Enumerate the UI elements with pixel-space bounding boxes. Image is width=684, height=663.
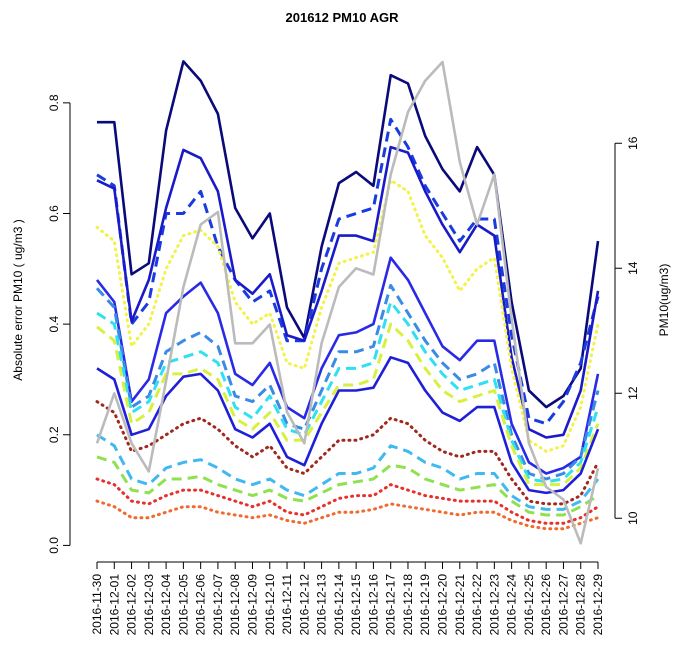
y2-axis-label: PM10(ug/m3) [657, 264, 671, 337]
x-tick-label: 2016-12-10 [263, 574, 277, 636]
series-line [96, 145, 600, 439]
x-tick-label: 2016-12-13 [315, 574, 329, 636]
x-tick-label: 2016-12-15 [349, 574, 363, 636]
x-tick-label: 2016-12-16 [366, 574, 380, 636]
x-tick-label: 2016-12-08 [228, 574, 242, 636]
x-tick-label: 2016-12-25 [522, 574, 536, 636]
x-tick-label: 2016-12-11 [280, 574, 294, 635]
x-tick-label: 2016-12-09 [245, 574, 259, 636]
x-tick-label: 2016-12-14 [332, 574, 346, 636]
y-tick-label: 0.8 [47, 94, 61, 111]
x-tick-label: 2016-12-17 [384, 574, 398, 636]
x-tick-label: 2016-12-12 [297, 574, 311, 636]
y-axis-label: Absolute error PM10 ( ug/m3 ) [11, 219, 25, 380]
y2-tick-label: 16 [626, 136, 640, 150]
x-tick-label: 2016-12-19 [418, 574, 432, 636]
series-line [95, 477, 600, 525]
y-tick-label: 0.6 [47, 205, 61, 222]
x-tick-label: 2016-12-29 [591, 574, 605, 636]
x-tick-label: 2016-12-20 [436, 574, 450, 636]
series-line [95, 178, 600, 453]
series-line [96, 300, 600, 484]
y2-tick-label: 12 [626, 386, 640, 400]
x-tick-label: 2016-12-21 [453, 574, 467, 636]
x-tick-label: 2016-11-30 [90, 574, 104, 635]
series-line [95, 283, 600, 481]
series-line [95, 400, 600, 506]
y-tick-label: 0.4 [47, 315, 61, 332]
x-tick-label: 2016-12-18 [401, 574, 415, 636]
x-tick-label: 2016-12-01 [107, 574, 121, 636]
x-tick-label: 2016-12-06 [194, 574, 208, 636]
x-tick-label: 2016-12-03 [142, 574, 156, 636]
x-tick-label: 2016-12-07 [211, 574, 225, 636]
series-line [96, 433, 600, 511]
series-line [96, 455, 599, 517]
x-tick-label: 2016-12-22 [470, 574, 484, 636]
series-line [96, 356, 600, 495]
series-line [95, 499, 600, 531]
x-tick-label: 2016-12-05 [176, 574, 190, 636]
x-tick-label: 2016-12-04 [159, 574, 173, 636]
series-line [96, 117, 600, 426]
y-tick-label: 0.0 [47, 537, 61, 554]
series-line [97, 60, 600, 409]
series-line [95, 60, 600, 545]
x-tick-label: 2016-12-28 [574, 574, 588, 636]
chart-title: 201612 PM10 AGR [286, 10, 400, 25]
x-tick-label: 2016-12-02 [125, 574, 139, 636]
y2-tick-label: 10 [626, 511, 640, 525]
x-tick-label: 2016-12-24 [505, 574, 519, 636]
x-tick-label: 2016-12-27 [556, 574, 570, 636]
x-tick-label: 2016-12-23 [487, 574, 501, 636]
y-tick-label: 0.2 [47, 426, 61, 443]
series-line [96, 322, 600, 487]
y2-tick-label: 14 [626, 261, 640, 275]
x-tick-label: 2016-12-26 [539, 574, 553, 636]
